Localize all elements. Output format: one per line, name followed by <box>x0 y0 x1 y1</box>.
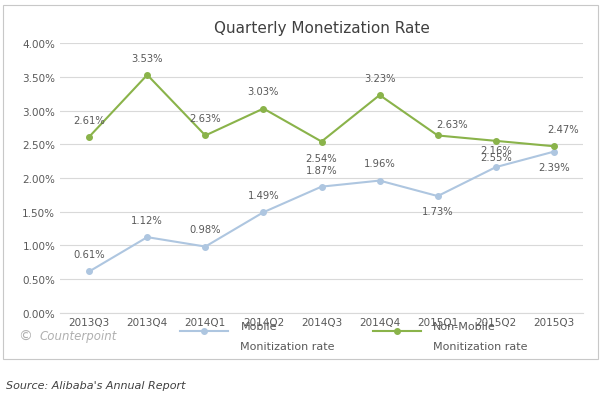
Text: 2.47%: 2.47% <box>547 125 578 135</box>
Text: 3.23%: 3.23% <box>364 74 395 84</box>
Text: Monitization rate: Monitization rate <box>240 342 335 351</box>
Text: Counterpoint: Counterpoint <box>39 329 117 342</box>
Text: ©: © <box>18 329 32 343</box>
Text: 2.39%: 2.39% <box>538 162 570 172</box>
Text: Non-Mobile: Non-Mobile <box>433 321 495 331</box>
Text: 1.49%: 1.49% <box>248 190 279 200</box>
Text: 2.63%: 2.63% <box>189 114 221 124</box>
Text: 1.87%: 1.87% <box>306 165 337 175</box>
Text: 2.61%: 2.61% <box>73 115 105 126</box>
Text: 1.12%: 1.12% <box>132 215 163 225</box>
Text: 2.63%: 2.63% <box>436 119 468 130</box>
Text: 0.61%: 0.61% <box>73 250 105 260</box>
Text: 3.53%: 3.53% <box>132 54 163 64</box>
Text: Monitization rate: Monitization rate <box>433 342 527 351</box>
Text: 3.03%: 3.03% <box>248 87 279 97</box>
Text: 2.55%: 2.55% <box>480 153 511 163</box>
Text: 2.16%: 2.16% <box>480 146 511 156</box>
Text: Mobile: Mobile <box>240 321 277 331</box>
Title: Quarterly Monetization Rate: Quarterly Monetization Rate <box>213 21 430 36</box>
Text: Source: Alibaba's Annual Report: Source: Alibaba's Annual Report <box>6 380 186 390</box>
Text: 2.54%: 2.54% <box>306 154 337 164</box>
Text: 0.98%: 0.98% <box>189 225 221 235</box>
Text: 1.73%: 1.73% <box>422 207 454 217</box>
Text: 1.96%: 1.96% <box>364 159 395 169</box>
